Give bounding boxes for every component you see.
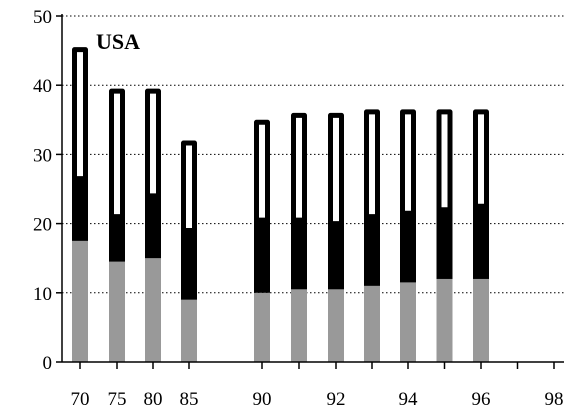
x-tick-labels: 70 75 80 85 90 92 94 96 98 [71, 389, 564, 410]
bar-segment-white [328, 112, 344, 227]
bar-segment-gray [436, 278, 453, 362]
bar-segment-black [109, 216, 125, 262]
x-tick-label: 90 [253, 389, 272, 410]
y-tick-label: 10 [33, 284, 52, 305]
x-tick-label: 70 [71, 389, 90, 410]
bar-segment-gray [109, 261, 125, 362]
bar-segment-black [72, 178, 88, 241]
bar-segment-gray [400, 282, 416, 362]
bar-segment-white [181, 140, 197, 234]
bar-segment-gray [181, 299, 197, 362]
x-tick-label: 80 [144, 389, 163, 410]
bar-stack [145, 88, 161, 362]
bar-segment-white [254, 119, 270, 223]
bar-segment-black [291, 220, 307, 290]
bar-stack [436, 109, 453, 362]
bar-segment-white [364, 109, 380, 220]
x-tick-label: 85 [180, 389, 199, 410]
bar-stack [72, 47, 88, 362]
chart-title: USA [96, 29, 140, 54]
bar-segment-gray [291, 289, 307, 362]
y-tick-labels: 0 10 20 30 40 50 [33, 7, 52, 374]
bar-segment-gray [72, 240, 88, 362]
x-tick-label: 96 [472, 389, 491, 410]
x-tick-label: 94 [399, 389, 419, 410]
bar-segment-white [473, 109, 489, 209]
y-tick-label: 30 [33, 145, 52, 166]
bars [72, 47, 489, 362]
x-tick-label: 75 [108, 389, 127, 410]
bar-segment-black [328, 223, 344, 290]
bar-stack [181, 140, 197, 362]
bar-segment-gray [364, 285, 380, 362]
bar-segment-white [436, 109, 453, 213]
bar-stack [473, 109, 489, 362]
bar-segment-black [364, 216, 380, 286]
y-tick-label: 40 [33, 76, 52, 97]
bar-segment-white [400, 109, 416, 216]
bar-segment-gray [145, 258, 161, 362]
axes [56, 14, 564, 369]
bar-segment-white [291, 112, 307, 223]
bar-segment-white [109, 88, 125, 220]
x-tick-label: 98 [545, 389, 564, 410]
bar-stack [254, 119, 270, 362]
y-tick-label: 50 [33, 7, 52, 28]
bar-segment-black [181, 230, 197, 300]
bar-segment-black [400, 213, 416, 283]
bar-stack [364, 109, 380, 362]
bar-segment-white [72, 47, 88, 182]
bar-stack [291, 112, 307, 362]
bar-segment-black [473, 206, 489, 279]
bar-segment-gray [473, 278, 489, 362]
bar-segment-black [145, 195, 161, 259]
y-tick-label: 20 [33, 215, 52, 236]
bar-stack [109, 88, 125, 362]
y-tick-label: 0 [43, 353, 53, 374]
x-tick-label: 92 [327, 389, 346, 410]
bar-segment-white [145, 88, 161, 199]
bar-segment-gray [254, 292, 270, 362]
bar-segment-gray [328, 289, 344, 362]
bar-segment-black [436, 209, 453, 279]
bar-stack [400, 109, 416, 362]
bar-stack [328, 112, 344, 362]
bar-segment-black [254, 220, 270, 293]
